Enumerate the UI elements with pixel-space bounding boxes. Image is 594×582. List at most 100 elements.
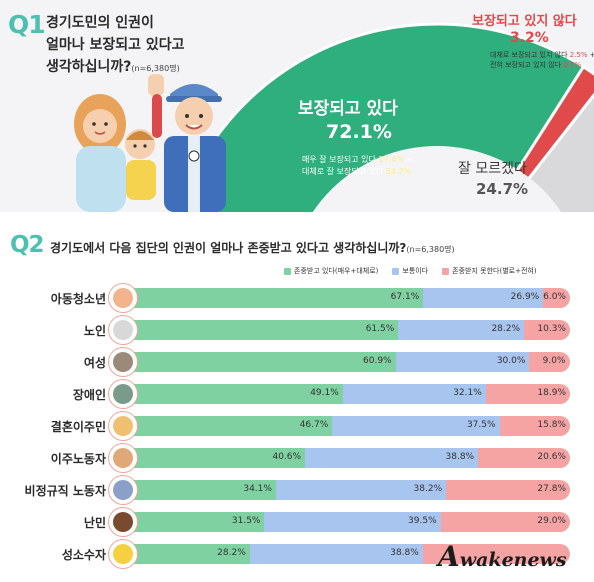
bar-value-label: 30.0%: [496, 356, 526, 366]
smile-icon: [108, 539, 138, 569]
bar-segment-neutral: 38.8%: [249, 544, 423, 564]
bar-value-label: 49.1%: [310, 388, 339, 398]
bar-value-label: 67.1%: [390, 292, 420, 302]
bar-segment-neutral: 39.5%: [264, 512, 441, 532]
bar-row-label: 장애인: [72, 388, 106, 402]
bar-row: 비정규직 노동자 34.1% 38.2% 27.8%: [0, 475, 594, 505]
bar-segment-respected: 34.1%: [124, 480, 276, 500]
breakdown-text: 대체로 보장되고 있지 않다: [490, 51, 570, 59]
icon-face: [113, 448, 133, 468]
elderly-icon: [108, 315, 138, 345]
bar-segment-respected: 49.1%: [124, 384, 343, 404]
slice-guaranteed-pct: 72.1%: [326, 121, 392, 143]
legend-item-respected: 존중받고 있다(매우+대체로): [284, 266, 378, 276]
bar-segment-respected: 60.9%: [124, 352, 396, 372]
breakdown-value: 54.7%: [385, 167, 412, 176]
q2-question: 경기도에서 다음 집단의 인권이 얼마나 존중받고 있다고 생각하십니까?(n=…: [50, 239, 455, 256]
watermark-initial: A: [438, 540, 460, 573]
bar-segment-neutral: 37.5%: [332, 416, 500, 436]
bar-segment-respected: 40.6%: [124, 448, 306, 468]
q1-section: Q1 경기도민의 인권이 얼마나 보장되고 있다고 생각하십니까?(n=6,38…: [0, 0, 594, 212]
breakdown-value: 0.7%: [563, 61, 582, 69]
bar-value-label: 40.6%: [272, 452, 302, 462]
bar-value-label: 34.1%: [243, 484, 272, 494]
helmet-worker-icon: [108, 475, 138, 505]
bar-segment-neutral: 28.2%: [398, 320, 525, 340]
q1-question-line-2: 얼마나 보장되고 있다고: [46, 37, 185, 53]
q2-legend: 존중받고 있다(매우+대체로) 보통이다 존중받지 못한다(별로+전혀): [284, 265, 537, 277]
refugee-icon: [108, 507, 138, 537]
icon-face: [113, 416, 133, 436]
bar-value-label: 6.0%: [543, 292, 566, 302]
woman-icon: [108, 347, 138, 377]
worker-icon: [108, 443, 138, 473]
legend-label: 존중받고 있다(매우+대체로): [294, 267, 379, 275]
bar-segment-not-respected: [422, 544, 570, 564]
q2-label: Q2: [10, 232, 45, 258]
legend-swatch-green: [284, 267, 291, 275]
bar-segment-respected: 67.1%: [124, 288, 424, 308]
bar-value-label: 28.2%: [217, 548, 246, 558]
bar-row-label: 비정규직 노동자: [24, 484, 106, 498]
bar-segment-neutral: 30.0%: [395, 352, 530, 372]
bar-segment-not-respected: 29.0%: [440, 512, 570, 532]
legend-label: 보통이다: [402, 267, 429, 275]
bar-row: 결혼이주민 46.7% 37.5% 15.8%: [0, 411, 594, 441]
bar-value-label: 38.2%: [413, 484, 443, 494]
bar-segment-respected: 46.7%: [124, 416, 333, 436]
bar-row-label: 성소수자: [61, 548, 106, 562]
slice-unknown-pct: 24.7%: [476, 180, 529, 198]
bar-segment-not-respected: 20.6%: [478, 448, 570, 468]
bar-value-label: 28.2%: [491, 324, 521, 334]
legend-item-not-respected: 존중받지 못한다(별로+전혀): [442, 266, 537, 276]
bar-value-label: 31.5%: [231, 516, 261, 526]
bar-segment-respected: 31.5%: [124, 512, 265, 532]
q2-sample-size: (n=6,380명): [406, 245, 455, 254]
slice-not-guaranteed-breakdown: 대체로 보장되고 있지 않다 2.5% + 전혀 보장되고 있지 않다 0.7%: [490, 50, 594, 70]
child-icon: [108, 283, 138, 313]
breakdown-text: 대체로 잘 보장되고 있다: [302, 167, 386, 176]
pie-slice-unknown: [500, 92, 594, 212]
icon-face: [113, 352, 133, 372]
bar-value-label: 37.5%: [466, 420, 496, 430]
family-and-worker-illustration-icon: [74, 74, 226, 212]
bar-row-label: 난민: [83, 516, 106, 530]
breakdown-value: 2.5%: [569, 51, 588, 59]
icon-face: [113, 480, 133, 500]
bar-segment-respected: 28.2%: [124, 544, 250, 564]
slice-guaranteed-breakdown: 매우 잘 보장되고 있다 17.4% + 대체로 잘 보장되고 있다 54.7%: [302, 154, 413, 178]
bar-segment-neutral: 38.2%: [275, 480, 447, 500]
bar-row-label: 아동청소년: [50, 292, 106, 306]
bar-value-label: 18.9%: [537, 388, 566, 398]
bar-row-label: 결혼이주민: [50, 420, 106, 434]
bar-row-label: 노인: [83, 324, 106, 338]
bar-segment-respected: 61.5%: [124, 320, 399, 340]
stacked-bar: 46.7% 37.5% 15.8%: [124, 416, 570, 436]
icon-face: [113, 384, 133, 404]
bar-row: 아동청소년 67.1% 26.9% 6.0%: [0, 283, 594, 313]
bar-segment-neutral: 32.1%: [342, 384, 486, 404]
watermark-rest: wakenews: [459, 549, 567, 571]
stacked-bar: 60.9% 30.0% 9.0%: [124, 352, 570, 372]
stacked-bar: 34.1% 38.2% 27.8%: [124, 480, 570, 500]
slice-not-guaranteed-label: 보장되고 있지 않다: [472, 14, 577, 29]
slice-unknown-label: 잘 모르겠다: [458, 161, 527, 177]
stacked-bar: 61.5% 28.2% 10.3%: [124, 320, 570, 340]
bar-value-label: 60.9%: [363, 356, 392, 366]
bar-row: 이주노동자 40.6% 38.8% 20.6%: [0, 443, 594, 473]
bar-segment-not-respected: 6.0%: [543, 288, 570, 308]
q1-question-line-3: 생각하십니까?: [46, 59, 132, 75]
breakdown-value: 17.4%: [378, 155, 404, 164]
slice-guaranteed-label: 보장되고 있다: [298, 99, 398, 119]
breakdown-text: 전혀 보장되고 있지 않다: [490, 61, 564, 69]
bar-row: 노인 61.5% 28.2% 10.3%: [0, 315, 594, 345]
wheelchair-icon: [108, 379, 138, 409]
wedding-icon: [108, 411, 138, 441]
legend-label: 존중받지 못한다(별로+전혀): [452, 267, 537, 275]
stacked-bar: 67.1% 26.9% 6.0%: [124, 288, 570, 308]
legend-swatch-blue: [392, 267, 400, 275]
q1-question-line-1: 경기도민의 인권이: [46, 15, 154, 31]
bar-value-label: 20.6%: [537, 452, 566, 462]
slice-not-guaranteed-pct: 3.2%: [510, 30, 549, 46]
bar-row: 장애인 49.1% 32.1% 18.9%: [0, 379, 594, 409]
